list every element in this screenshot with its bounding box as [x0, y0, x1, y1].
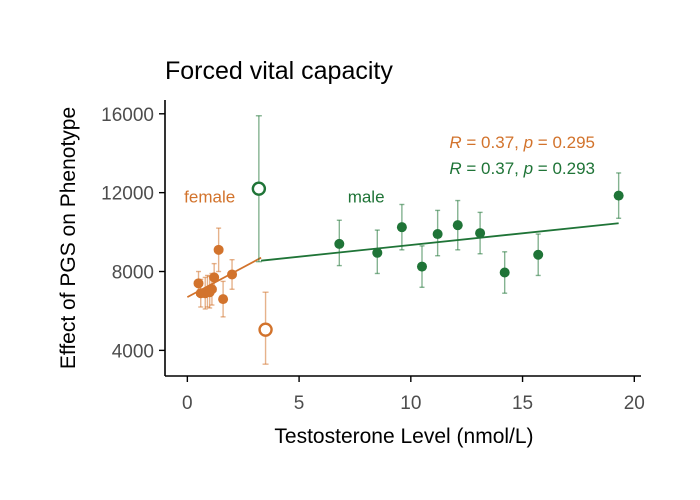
y-tick-label: 4000	[112, 341, 154, 362]
annotation-male-p-label: p	[523, 159, 533, 178]
series-male-point	[416, 261, 427, 272]
chart-title: Forced vital capacity	[165, 57, 393, 85]
series-male-fit-line	[261, 222, 619, 262]
annotation-male-p-value: = 0.293	[533, 159, 595, 178]
series-female-point	[218, 294, 229, 305]
y-tick-label: 16000	[101, 105, 154, 126]
series-male-point	[533, 249, 544, 260]
series-male-outlier-point	[251, 181, 267, 196]
x-tick-label: 15	[512, 393, 533, 414]
annotation-male: R = 0.37, p = 0.293	[449, 159, 595, 178]
annotation-female-r-value: = 0.37,	[462, 133, 524, 152]
series-female-point	[227, 269, 238, 280]
series-male-point	[475, 228, 486, 239]
y-tick-label: 12000	[101, 184, 154, 205]
series-male-point	[334, 238, 345, 249]
annotation-male-r-value: = 0.37,	[462, 159, 524, 178]
group-label-male: male	[348, 188, 385, 207]
series-female-outlier-point	[258, 322, 273, 337]
series-male-point	[396, 222, 407, 233]
series-female-point	[209, 272, 220, 283]
series-female-point	[193, 278, 204, 289]
series-male-point	[499, 267, 510, 278]
plot-area: 0 5 10 15 20 4000 8000 12000 16000 female male	[101, 100, 645, 414]
annotation-female: R = 0.37, p = 0.295	[449, 133, 595, 152]
series-male-point	[613, 190, 624, 201]
series-male-point	[452, 220, 463, 231]
x-tick-label: 5	[294, 393, 305, 414]
group-label-female: female	[184, 188, 235, 207]
x-axis-label: Testosterone Level (nmol/L)	[274, 425, 533, 448]
x-tick-label: 20	[624, 393, 645, 414]
annotation-female-p-value: = 0.295	[533, 133, 595, 152]
annotation-female-r-label: R	[449, 133, 461, 152]
series-male-point	[432, 229, 443, 240]
annotation-female-p-label: p	[523, 133, 533, 152]
series-male-point	[372, 247, 383, 258]
y-tick-label: 8000	[112, 263, 154, 284]
series-female-point	[206, 284, 217, 295]
y-axis-label: Effect of PGS on Phenotype	[57, 107, 80, 369]
x-tick-label: 0	[182, 393, 193, 414]
series-female-point	[213, 244, 224, 255]
annotation-male-r-label: R	[449, 159, 461, 178]
x-tick-label: 10	[400, 393, 421, 414]
